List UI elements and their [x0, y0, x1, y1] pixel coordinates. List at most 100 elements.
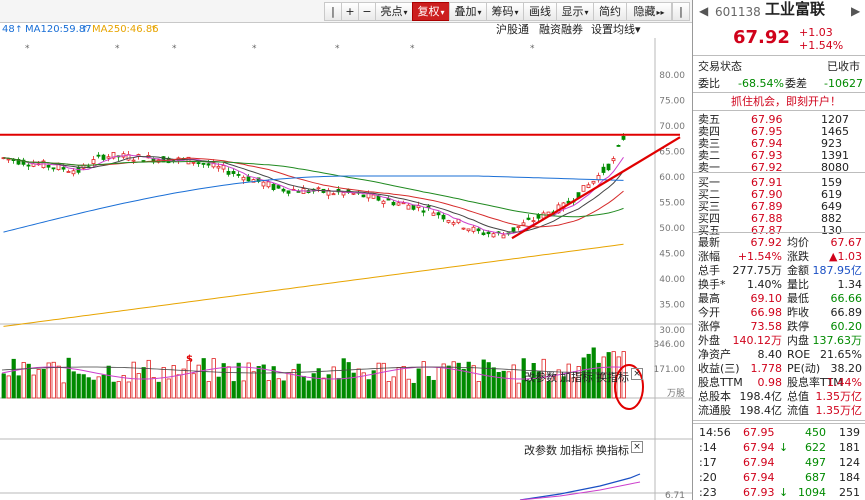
kline-chart[interactable]: * * * * * * * 80.00 75.00 70.00 65.00 60.00 55.00 50.… — [0, 38, 692, 500]
arrow-up-icon: ↑ — [15, 25, 23, 35]
vol-add-indicator-link[interactable]: 加指标 — [560, 371, 593, 384]
volume-bar — [221, 363, 226, 399]
sub-switch-indicator-link[interactable]: 换指标 — [596, 444, 629, 457]
candle — [6, 158, 11, 161]
candle — [421, 210, 426, 213]
stat-label: 股息TTM — [698, 376, 743, 389]
stat-label: PE(动) — [787, 362, 821, 375]
candle — [316, 187, 321, 190]
volume-bar — [536, 371, 541, 399]
volume-bar — [311, 373, 316, 399]
price-tick-label: 60.00 — [659, 173, 685, 183]
stat-value: 1.35万亿 — [815, 404, 863, 417]
stat-label: 收益(三) — [698, 362, 740, 375]
hk-connect-link[interactable]: 沪股通 — [496, 23, 529, 36]
volume-bar — [51, 361, 56, 399]
stat-label: 净资产 — [698, 348, 731, 361]
tick-time: :20 — [699, 471, 717, 484]
sell-level-price: 67.94 — [751, 137, 783, 150]
volume-bar — [571, 377, 576, 399]
volume-bar — [541, 358, 546, 399]
adjust-label: 复权 — [417, 5, 440, 18]
volume-bar — [456, 362, 461, 399]
candle — [201, 162, 206, 165]
stat-label: 总手 — [698, 264, 720, 277]
expand-arrow-icon[interactable]: ▶ — [851, 4, 861, 18]
volume-bar — [446, 365, 451, 399]
volume-bar — [156, 381, 161, 399]
stat-label: 跌停 — [787, 320, 809, 333]
volume-bar — [106, 365, 111, 399]
volume-bar — [566, 363, 571, 399]
candle — [601, 166, 606, 173]
highlight-button[interactable]: 亮点▾ — [375, 2, 413, 21]
weibi-value: -68.54% — [738, 77, 784, 90]
volume-bar — [521, 358, 526, 399]
candle — [111, 152, 116, 159]
volume-tick-label: 171.00 — [654, 365, 686, 375]
overlay-button[interactable]: 叠加▾ — [449, 2, 487, 21]
zoom-in-icon[interactable]: + — [341, 2, 359, 21]
ma10-line — [3, 155, 624, 233]
vol-switch-indicator-link[interactable]: 换指标 — [596, 371, 629, 384]
marker-icon: * — [410, 44, 415, 54]
volume-bar — [71, 371, 76, 399]
stat-value: 277.75万 — [732, 264, 783, 277]
buy-level-label: 买二 — [698, 188, 720, 201]
volume-bar — [116, 381, 121, 399]
volume-bar — [46, 362, 51, 399]
sell-level-price: 67.92 — [751, 161, 783, 174]
volume-bar — [11, 358, 16, 399]
candle — [276, 185, 281, 189]
sub-add-indicator-link[interactable]: 加指标 — [560, 444, 593, 457]
candle — [96, 154, 101, 157]
display-button[interactable]: 显示▾ — [556, 2, 594, 21]
close-icon[interactable]: × — [631, 441, 643, 453]
volume-bar — [386, 381, 391, 399]
marker-icon: * — [530, 44, 535, 54]
adjust-button[interactable]: 复权▾ — [412, 2, 450, 21]
volume-bar — [56, 365, 61, 399]
collapse-arrow-icon[interactable]: ◀ — [699, 4, 709, 18]
hide-button[interactable]: 隐藏▸▸ — [626, 2, 672, 21]
volume-tick-label: 万股 — [667, 388, 685, 399]
candle — [581, 185, 586, 192]
ma250-line — [3, 243, 624, 327]
marker-icon: * — [335, 44, 340, 54]
stat-label: 最高 — [698, 292, 720, 305]
candle — [521, 222, 526, 226]
volume-bar — [206, 381, 211, 399]
volume-bar — [451, 361, 456, 399]
last-price: 67.92 — [733, 27, 790, 48]
stat-value: +1.54% — [737, 250, 782, 263]
draw-line-button[interactable]: 画线 — [523, 2, 557, 21]
chips-button[interactable]: 筹码▾ — [486, 2, 524, 21]
open-account-ad[interactable]: 抓住机会，即刻开户！ — [731, 95, 841, 108]
candle — [91, 159, 96, 164]
pipe-icon[interactable]: | — [324, 2, 342, 21]
vol-params-link[interactable]: 改参数 — [524, 371, 557, 384]
change-percent: +1.54% — [799, 39, 844, 52]
tick-price: 67.94 — [743, 456, 775, 469]
price-tick-label: 70.00 — [659, 122, 685, 132]
margin-trading-link[interactable]: 融资融券 — [539, 23, 583, 36]
stat-value: 0.98 — [757, 376, 783, 389]
volume-bar — [166, 378, 171, 399]
sub-indicator-line — [519, 481, 641, 500]
simple-button[interactable]: 简约 — [593, 2, 627, 21]
tick-price: 67.95 — [743, 426, 775, 439]
stat-label: 最低 — [787, 292, 809, 305]
close-panel-icon[interactable]: | — [672, 2, 690, 21]
ma-settings-link[interactable]: 设置均线▾ — [591, 23, 641, 36]
candle — [361, 194, 366, 198]
ma120-line — [3, 175, 624, 233]
sub-params-link[interactable]: 改参数 — [524, 444, 557, 457]
stock-code: 601138 — [715, 5, 761, 19]
close-icon[interactable]: × — [631, 368, 643, 380]
candle — [491, 233, 496, 238]
volume-bar — [211, 358, 216, 399]
volume-bar — [276, 378, 281, 399]
zoom-out-icon[interactable]: − — [358, 2, 376, 21]
volume-bar — [141, 367, 146, 399]
candle — [286, 190, 291, 194]
